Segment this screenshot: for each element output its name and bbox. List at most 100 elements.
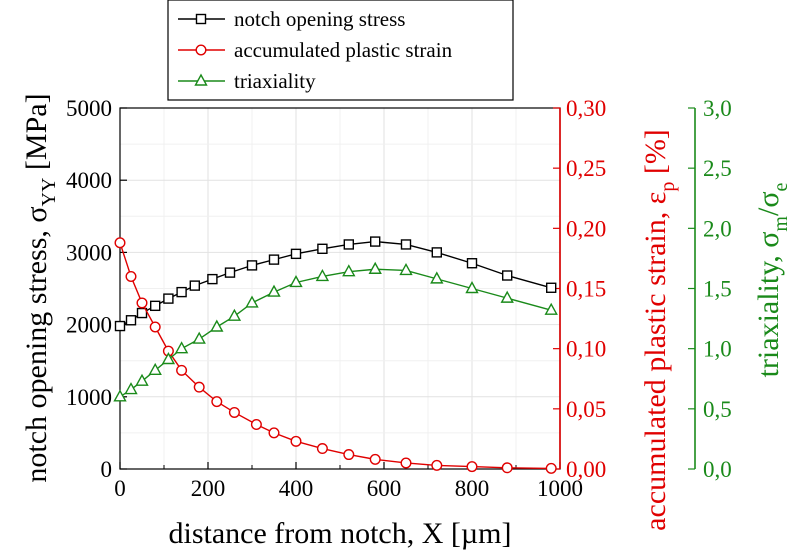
data-point-notch-opening-stress [502, 270, 513, 281]
series-line-accumulated-plastic-strain [119, 242, 552, 470]
data-point-notch-opening-stress [136, 307, 148, 319]
data-point-notch-opening-stress [176, 286, 187, 298]
data-point-notch-opening-stress [268, 254, 280, 265]
y-right1-tick-label: 0,10 [566, 337, 606, 362]
y-left-tick-label: 3000 [66, 240, 112, 265]
y-left-tick-label: 5000 [66, 96, 112, 121]
data-point-triaxiality [227, 308, 242, 321]
data-point-accumulated-plastic-strain [545, 462, 557, 474]
data-point-accumulated-plastic-strain [114, 237, 126, 249]
y-right1-tick-label: 0,05 [566, 397, 606, 422]
legend-label: triaxiality [234, 69, 316, 93]
data-point-notch-opening-stress [125, 315, 137, 326]
legend-marker [194, 73, 208, 86]
legend-marker [195, 13, 207, 25]
data-point-accumulated-plastic-strain [431, 459, 443, 471]
x-tick-label: 200 [191, 476, 226, 501]
data-point-notch-opening-stress [189, 280, 201, 291]
y-right2-tick-label: 2,0 [703, 216, 732, 241]
y-right2-tick-label: 1,5 [703, 277, 732, 302]
data-point-notch-opening-stress [207, 273, 218, 285]
data-point-triaxiality [544, 302, 558, 315]
data-point-triaxiality [135, 373, 149, 386]
y-right1-tick-label: 0,30 [566, 96, 606, 121]
data-point-triaxiality [465, 281, 479, 294]
data-point-accumulated-plastic-strain [228, 406, 240, 418]
data-point-triaxiality [148, 362, 162, 376]
data-point-triaxiality [267, 284, 281, 297]
x-tick-label: 0 [114, 476, 126, 501]
y-left-tick-label: 1000 [66, 385, 112, 410]
data-point-accumulated-plastic-strain [125, 270, 137, 282]
data-point-triaxiality [210, 319, 224, 332]
data-point-accumulated-plastic-strain [343, 449, 355, 461]
data-point-notch-opening-stress [343, 239, 354, 250]
data-point-triaxiality [289, 275, 303, 288]
data-point-triaxiality [342, 264, 356, 277]
data-point-notch-opening-stress [317, 243, 328, 254]
legend-box [167, 0, 514, 101]
data-point-accumulated-plastic-strain [501, 462, 513, 474]
data-point-notch-opening-stress [246, 260, 258, 271]
x-axis-title: distance from notch, X [µm] [168, 517, 511, 550]
data-point-accumulated-plastic-strain [176, 364, 188, 376]
data-point-accumulated-plastic-strain [193, 381, 205, 393]
data-point-accumulated-plastic-strain [211, 396, 223, 408]
series-notch-opening-stress [114, 236, 557, 332]
series-triaxiality [113, 261, 558, 402]
y-axis-left-title: notch opening stress, σYY [MPa] [20, 93, 60, 482]
y-left-tick-label: 4000 [66, 168, 112, 193]
data-point-accumulated-plastic-strain [250, 418, 262, 430]
data-point-notch-opening-stress [290, 248, 302, 260]
y-right1-tick-label: 0,15 [566, 277, 606, 302]
y-right2-tick-label: 0,0 [703, 457, 732, 482]
data-point-triaxiality [245, 295, 259, 308]
x-tick-label: 1000 [537, 476, 583, 501]
data-point-triaxiality [161, 352, 176, 365]
data-point-triaxiality [399, 262, 413, 276]
data-point-accumulated-plastic-strain [400, 457, 412, 469]
data-point-accumulated-plastic-strain [466, 461, 478, 473]
series-line-notch-opening-stress [119, 240, 552, 327]
y-left-tick-label: 2000 [66, 313, 112, 338]
data-point-triaxiality [113, 389, 127, 402]
data-point-notch-opening-stress [466, 258, 478, 269]
data-point-triaxiality [500, 290, 514, 303]
legend-marker [195, 44, 207, 56]
data-point-notch-opening-stress [163, 293, 174, 304]
y-left-tick-label: 0 [101, 457, 113, 482]
data-point-notch-opening-stress [546, 282, 557, 293]
y-right2-tick-label: 2,5 [703, 156, 732, 181]
data-point-notch-opening-stress [149, 300, 161, 312]
x-tick-label: 400 [279, 476, 314, 501]
data-point-accumulated-plastic-strain [290, 435, 302, 447]
data-point-notch-opening-stress [224, 267, 236, 278]
legend: notch opening stress accumulated plastic … [167, 0, 514, 101]
ticks-layer: 0 200 400 600 800 1000 0 1000 2000 3000 4000 5000 0,… [66, 96, 732, 501]
data-point-accumulated-plastic-strain [136, 297, 148, 309]
x-tick-label: 800 [455, 476, 490, 501]
data-point-triaxiality [368, 261, 382, 274]
x-tick-label: 600 [367, 476, 402, 501]
y-right2-tick-label: 3,0 [703, 96, 732, 121]
data-point-notch-opening-stress [431, 247, 442, 258]
series-layer [113, 236, 558, 474]
legend-label: notch opening stress [234, 7, 405, 31]
data-point-accumulated-plastic-strain [369, 453, 381, 465]
legend-label: accumulated plastic strain [234, 38, 453, 62]
data-point-accumulated-plastic-strain [316, 443, 328, 455]
data-point-accumulated-plastic-strain [268, 427, 280, 439]
data-point-triaxiality [430, 271, 444, 284]
data-point-notch-opening-stress [370, 236, 381, 247]
y-right1-tick-label: 0,00 [566, 457, 606, 482]
y-axis-right1-title: accumulated plastic strain, εp [%] [639, 129, 679, 531]
data-point-notch-opening-stress [400, 239, 412, 250]
y-right1-tick-label: 0,20 [566, 216, 606, 241]
y-right1-tick-label: 0,25 [566, 156, 606, 181]
data-point-triaxiality [315, 269, 330, 282]
data-point-triaxiality [174, 341, 189, 354]
data-point-notch-opening-stress [114, 320, 126, 332]
y-axis-right2-title: triaxiality, σm/σe [752, 182, 792, 377]
y-right2-tick-label: 0,5 [703, 397, 732, 422]
